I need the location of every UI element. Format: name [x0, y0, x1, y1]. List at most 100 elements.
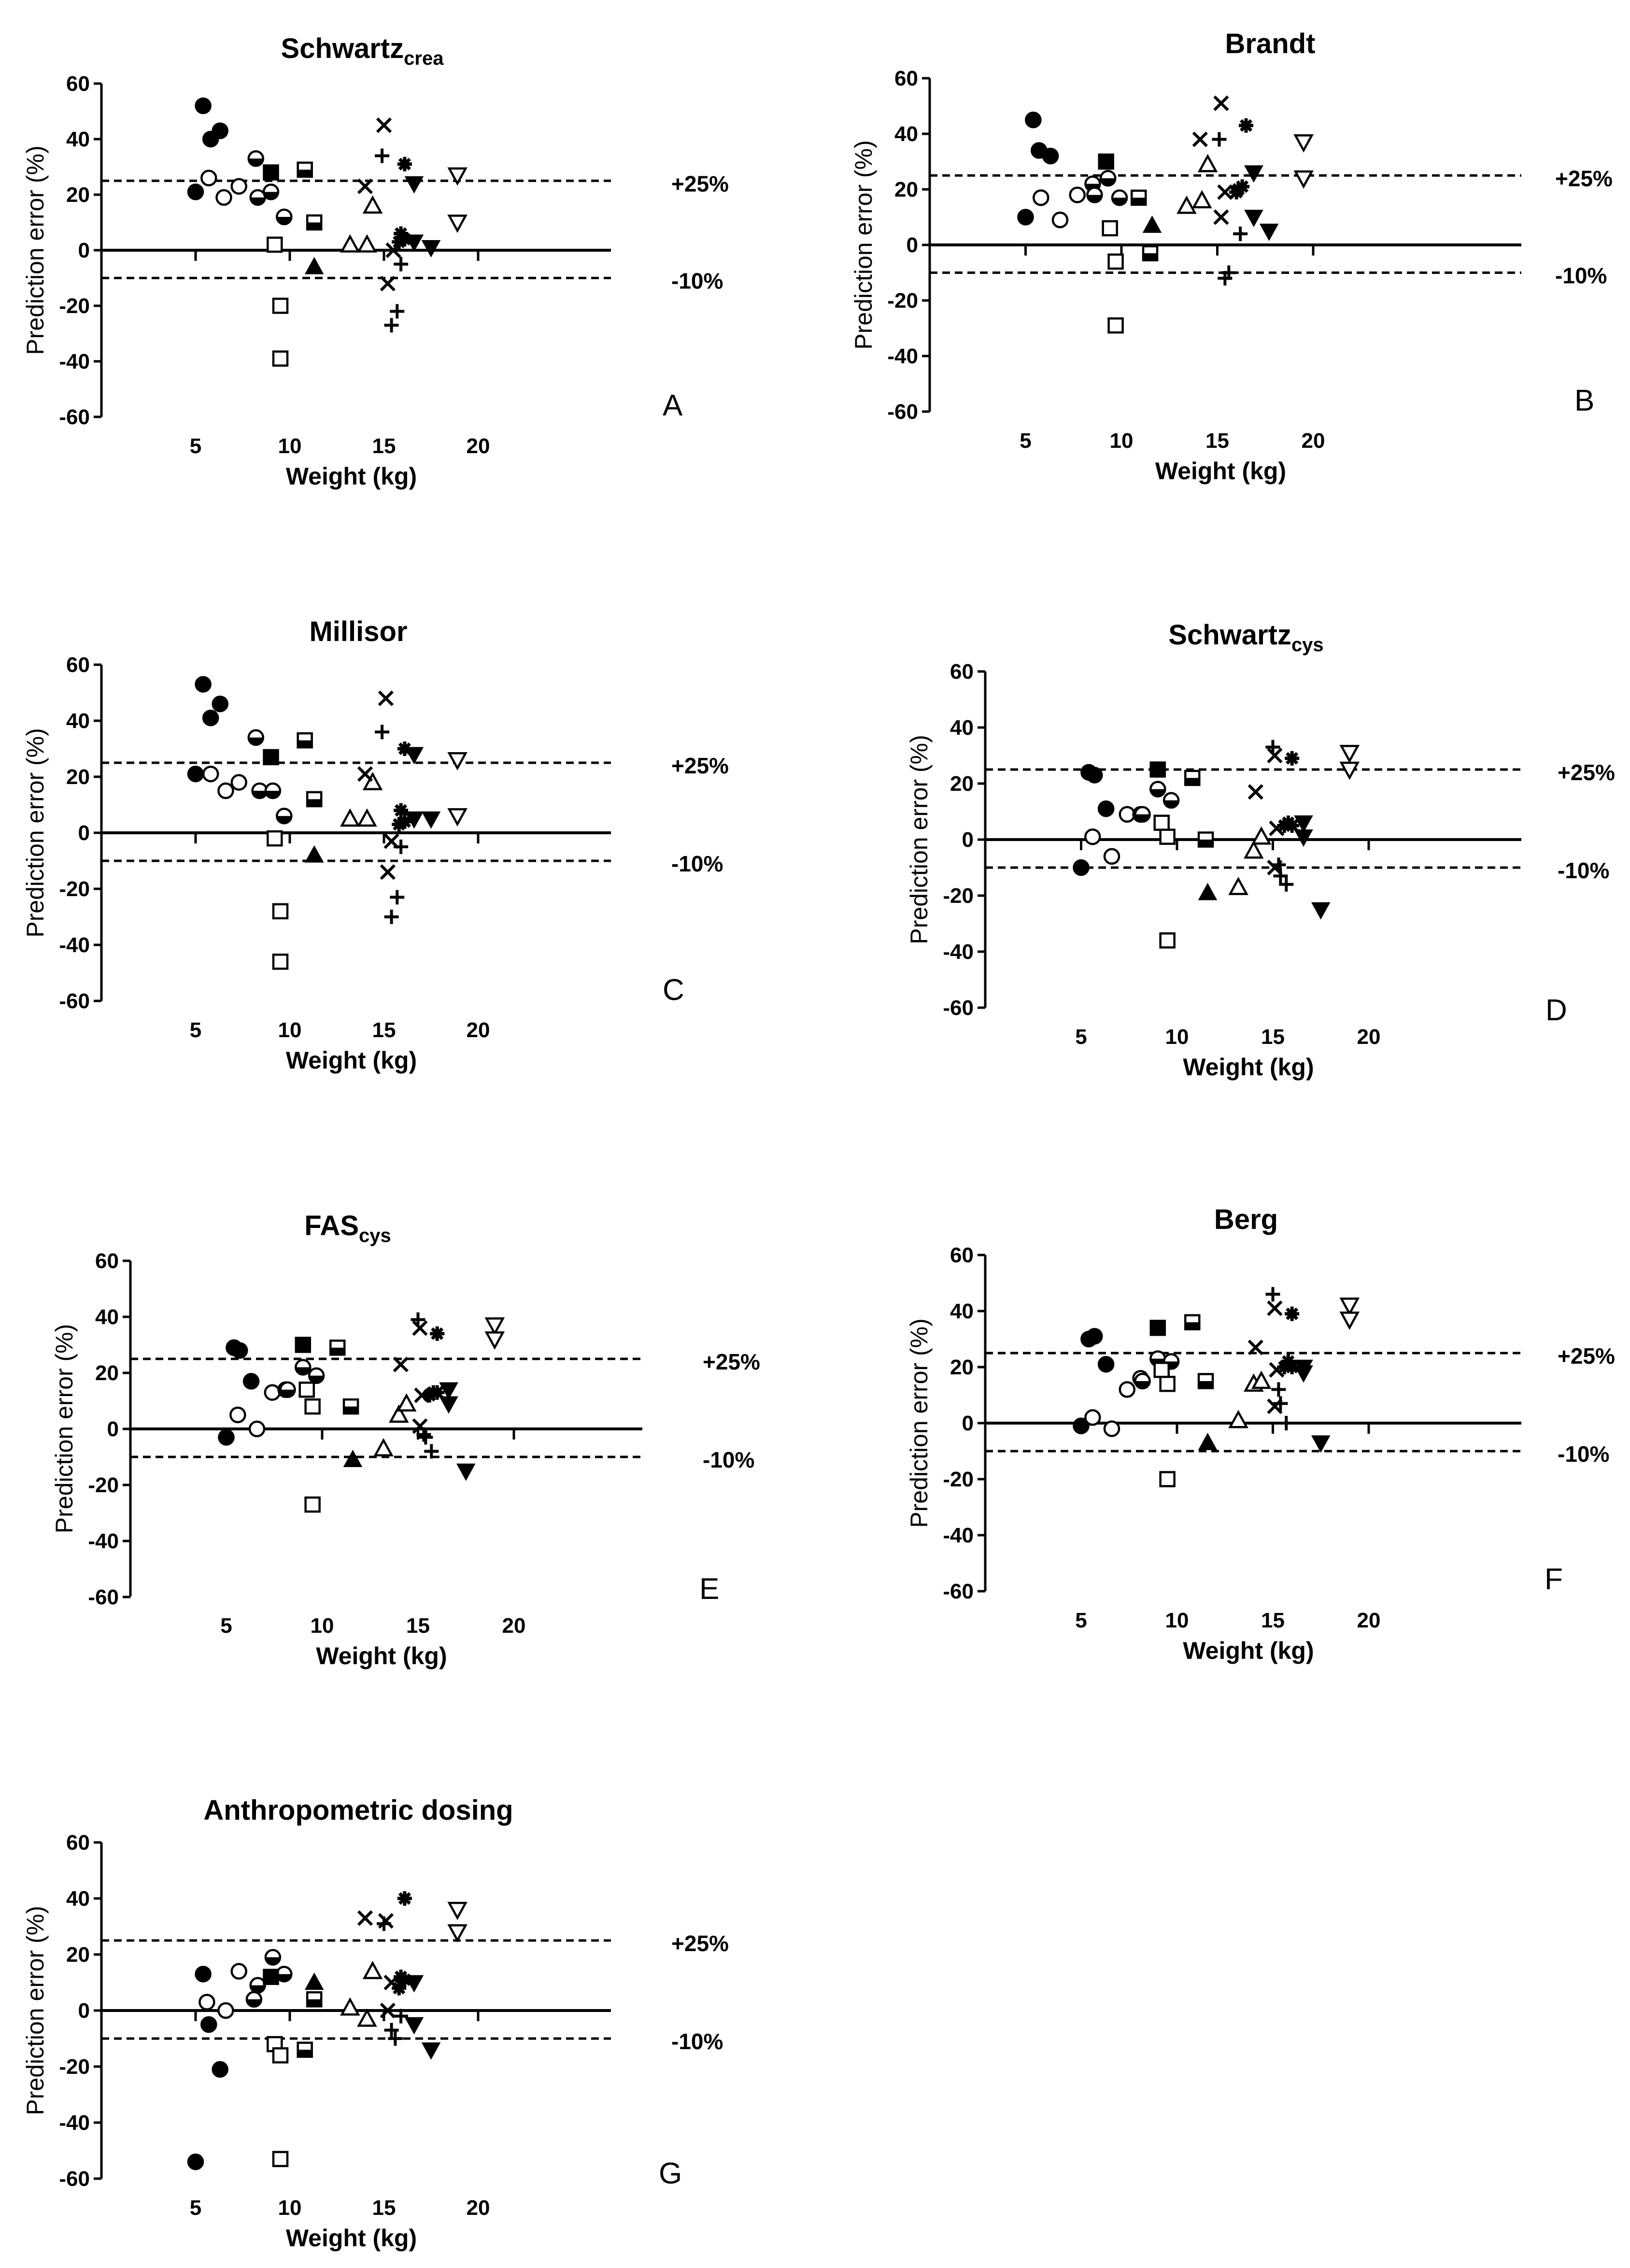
x-tick-label: 5: [1075, 1025, 1087, 1049]
panel-d-ref-label-lower: -10%: [1558, 858, 1609, 883]
data-point-triangle-open: [340, 1997, 360, 2016]
panel-d-points: [1073, 740, 1360, 949]
data-point-triangle-filled: [1198, 1432, 1218, 1450]
data-point-circle-filled: [195, 97, 212, 114]
data-point-triangle-open: [1251, 826, 1272, 845]
data-point-circle-half: [1134, 1372, 1151, 1390]
x-tick-label: 15: [1261, 1609, 1285, 1632]
data-point-triangle-open: [1191, 190, 1212, 209]
y-tick-label: 0: [962, 1412, 974, 1435]
data-point-circle-filled: [187, 765, 204, 783]
y-tick-label: -20: [59, 294, 90, 318]
data-point-circle-filled: [187, 2153, 204, 2170]
data-point-square-open: [272, 2047, 289, 2064]
data-point-triangle-open: [340, 234, 360, 253]
x-tick-label: 10: [1110, 429, 1134, 453]
data-point-square-open: [272, 2151, 289, 2168]
panel-d-letter: D: [1545, 994, 1567, 1027]
data-point-square-open: [1153, 1362, 1170, 1378]
data-point-star: [1277, 1360, 1292, 1374]
panel-e-ref-label-lower: -10%: [703, 1447, 754, 1472]
data-point-circle-half: [1111, 189, 1128, 206]
data-point-triangle-open: [357, 2008, 377, 2027]
y-tick-label: 0: [107, 1417, 119, 1441]
data-point-tri-down-filled: [1294, 1365, 1313, 1383]
panel-c: Millisor 60 40 20 0 -20 -40 -60 5 10 15 20 +25% -10% P…: [22, 616, 729, 1074]
data-point-tri-down-filled: [1311, 1435, 1331, 1453]
data-point-tri-down-open: [447, 167, 468, 186]
data-point-circle-half: [251, 782, 268, 799]
data-point-triangle-open: [389, 1404, 409, 1423]
data-point-tri-down-filled: [404, 234, 424, 252]
data-point-circle-half: [247, 729, 265, 746]
data-point-triangle-open: [396, 1393, 417, 1412]
data-point-triangle-open: [1244, 840, 1264, 859]
x-tick-label: 15: [1205, 429, 1229, 453]
data-point-circle-half: [1086, 186, 1103, 203]
data-point-plus: [1265, 740, 1280, 755]
panel-a-title: Schwartzcrea: [281, 33, 444, 69]
data-point-circle-half: [245, 1991, 263, 2008]
data-point-square-open: [1159, 1376, 1176, 1392]
panel-b-ref-label-upper: +25%: [1555, 166, 1613, 191]
data-point-circle-open: [200, 170, 217, 186]
panel-b-ref-label-lower: -10%: [1555, 263, 1607, 288]
panel-c-title-main: Millisor: [309, 616, 407, 647]
data-point-x: [380, 2002, 396, 2019]
y-tick-label: 40: [95, 1305, 119, 1329]
data-point-square-open: [1159, 828, 1176, 845]
y-tick-label: 20: [66, 1943, 90, 1967]
data-point-x: [378, 1913, 394, 1929]
x-tick-label: 20: [467, 434, 490, 458]
panel-c-x-axis-label: Weight (kg): [286, 1047, 417, 1074]
panel-g: Anthropometric dosing 60 40 20 0 -20 -40 -60 5 10…: [22, 1795, 729, 2252]
data-point-triangle-open: [340, 808, 360, 827]
panel-f-x-axis-label: Weight (kg): [1183, 1637, 1314, 1664]
data-point-tri-down-filled: [404, 747, 424, 765]
data-point-circle-half: [1162, 792, 1180, 809]
data-point-circle-open: [1103, 848, 1120, 865]
panel-f-ref-label-lower: -10%: [1558, 1441, 1609, 1467]
y-tick-label: -40: [59, 933, 90, 957]
data-point-square-open: [1159, 1471, 1176, 1487]
data-point-plus: [394, 257, 409, 271]
data-point-square-filled: [1149, 1320, 1166, 1336]
panel-d-title-main: Schwartz: [1168, 619, 1291, 651]
data-point-tri-down-filled: [1294, 829, 1313, 847]
x-tick-label: 15: [372, 1018, 396, 1042]
data-point-tri-down-filled: [1244, 210, 1263, 228]
data-point-circle-half: [264, 1949, 282, 1966]
data-point-x: [357, 1910, 373, 1926]
data-point-circle-open: [217, 2002, 234, 2019]
x-tick-label: 10: [278, 434, 302, 458]
y-tick-label: -60: [59, 989, 90, 1013]
data-point-square-open: [272, 298, 289, 314]
data-point-plus: [1273, 1396, 1288, 1411]
data-point-plus: [394, 840, 409, 854]
data-point-plus: [424, 1444, 439, 1459]
data-point-triangle-open: [362, 1961, 383, 1980]
panel-c-ref-label-upper: +25%: [671, 753, 729, 778]
x-tick-label: 10: [278, 1018, 302, 1042]
data-point-x: [1247, 784, 1263, 800]
data-point-plus: [418, 1430, 433, 1445]
y-tick-label: 20: [66, 183, 90, 207]
data-point-square-open: [1159, 932, 1176, 949]
data-point-circle-half: [276, 1966, 293, 1983]
data-point-triangle-filled: [304, 1972, 324, 1990]
data-point-star: [397, 157, 412, 171]
data-point-plus: [1279, 1416, 1294, 1430]
y-tick-label: -20: [59, 877, 90, 901]
data-point-square-open: [1107, 317, 1124, 334]
panel-e-y-axis-label: Prediction error (%): [51, 1324, 78, 1533]
data-point-square-open: [304, 1496, 321, 1513]
data-point-tri-down-filled: [421, 2042, 441, 2060]
data-point-circle-filled: [195, 1966, 212, 1983]
y-tick-label: -60: [943, 1580, 974, 1603]
data-point-triangle-open: [362, 195, 383, 214]
data-point-triangle-open: [1197, 154, 1218, 172]
y-tick-label: 40: [950, 1299, 974, 1323]
data-point-circle-open: [230, 178, 247, 195]
data-point-tri-down-filled: [439, 1382, 458, 1400]
data-point-star: [1277, 818, 1292, 833]
